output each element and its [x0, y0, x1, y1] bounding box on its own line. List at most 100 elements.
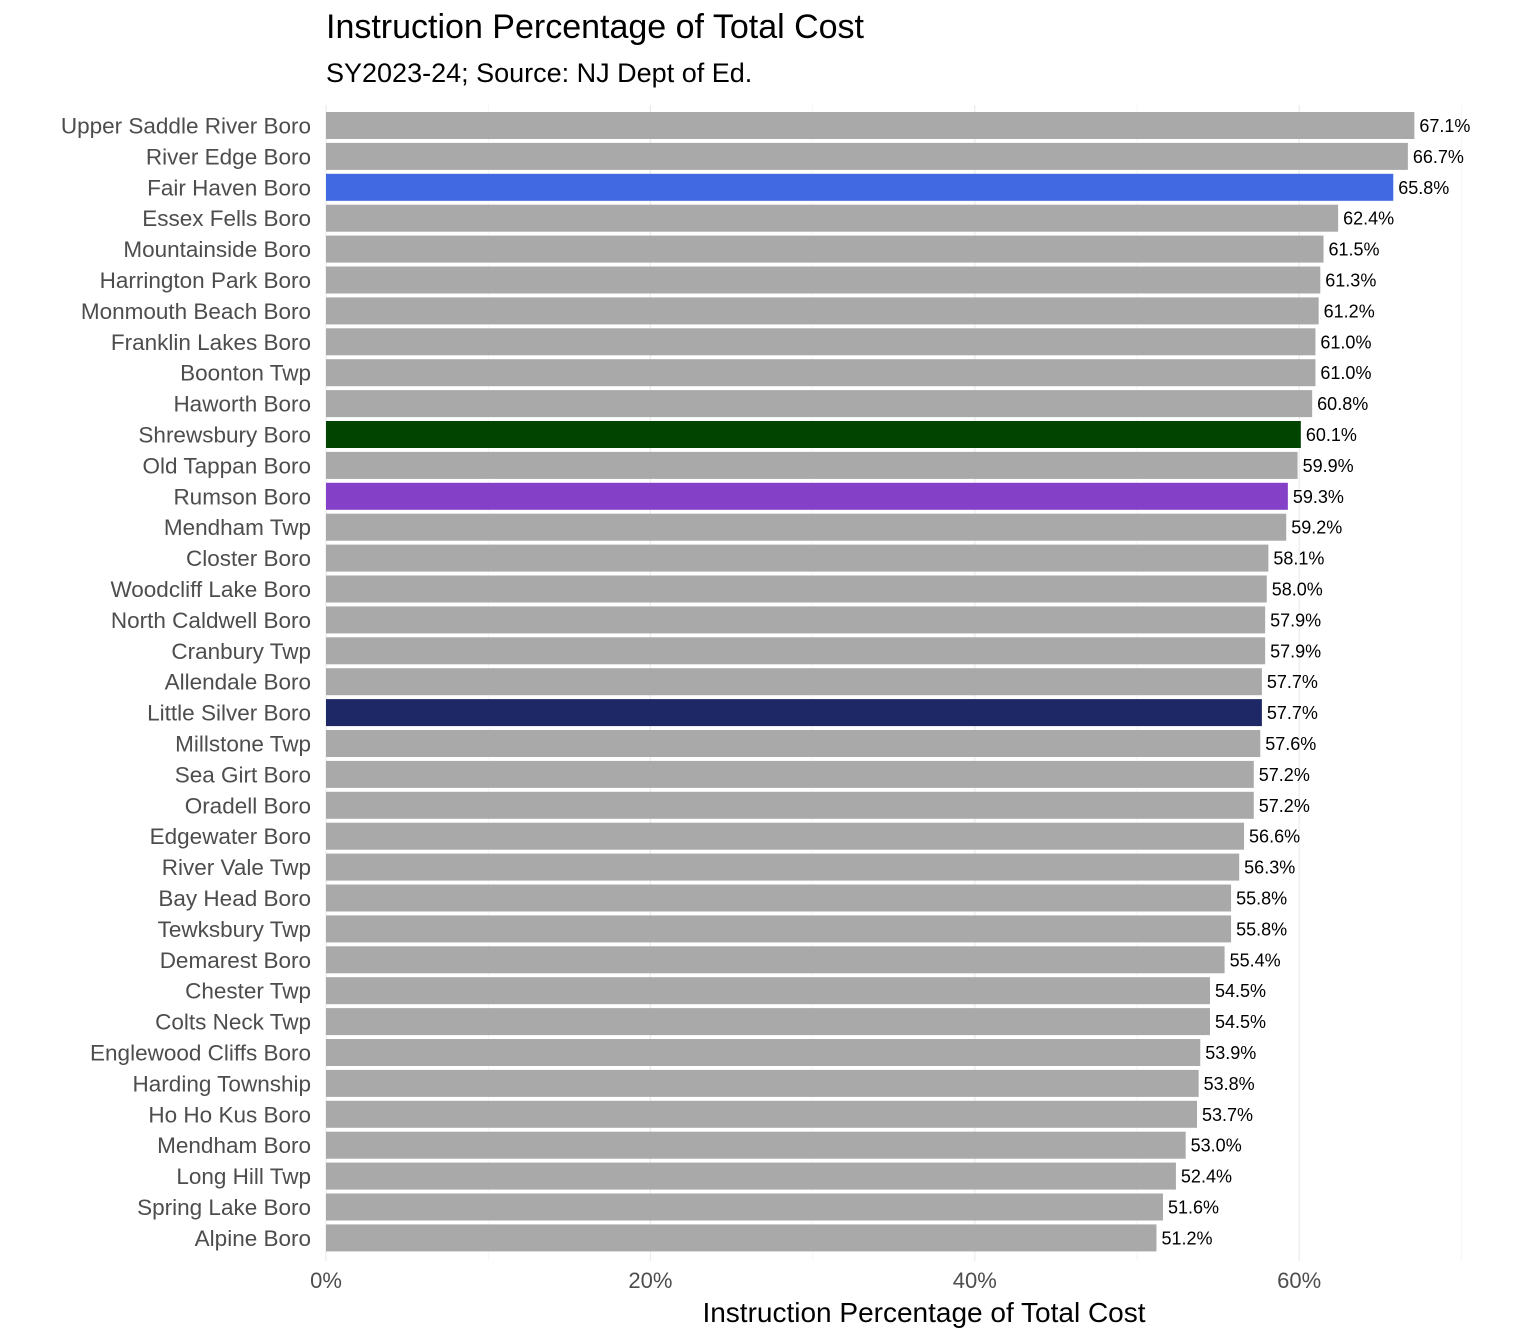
- category-label: River Edge Boro: [146, 144, 311, 169]
- bar: [326, 1039, 1201, 1066]
- category-label: Long Hill Twp: [176, 1164, 311, 1189]
- category-label: Harding Township: [133, 1071, 311, 1096]
- category-label: Sea Girt Boro: [175, 762, 311, 787]
- data-label: 54.5%: [1215, 1012, 1266, 1032]
- value-labels: 67.1% 66.7% 65.8%62.4% 61.5% 61.3% 61.2% 61.0%…: [1161, 116, 1470, 1248]
- category-label: Mendham Twp: [164, 515, 311, 540]
- bar: [326, 173, 1394, 201]
- data-label: 59.3%: [1293, 487, 1344, 507]
- category-labels: Upper Saddle River Boro River Edge Boro Fa…: [61, 114, 311, 1251]
- category-label: Oradell Boro: [185, 793, 311, 818]
- x-tick-label: 0%: [310, 1268, 342, 1293]
- category-label: Fair Haven Boro: [147, 175, 311, 200]
- data-label: 57.7%: [1267, 672, 1318, 692]
- data-label: 53.8%: [1204, 1074, 1255, 1094]
- bar: [326, 482, 1288, 510]
- category-label: Tewksbury Twp: [158, 917, 311, 942]
- category-label: Monmouth Beach Boro: [81, 299, 311, 324]
- bars: [326, 112, 1415, 1252]
- chart-title: Instruction Percentage of Total Cost: [326, 8, 865, 46]
- x-tick-label: 20%: [628, 1268, 672, 1293]
- data-label: 61.0%: [1320, 363, 1371, 383]
- bar: [326, 1193, 1163, 1221]
- data-label: 60.8%: [1317, 394, 1368, 414]
- category-label: Englewood Cliffs Boro: [90, 1041, 311, 1066]
- x-axis-ticks: 0% 20% 40% 60%: [310, 1268, 1321, 1293]
- data-label: 53.0%: [1191, 1136, 1242, 1156]
- category-label: Closter Boro: [186, 546, 311, 571]
- chart-subtitle: SY2023-24; Source: NJ Dept of Ed.: [326, 58, 753, 88]
- bar: [326, 575, 1267, 603]
- data-label: 53.9%: [1205, 1043, 1256, 1063]
- bar: [326, 328, 1316, 356]
- category-label: Chester Twp: [185, 979, 311, 1004]
- bar: [326, 297, 1319, 325]
- data-label: 54.5%: [1215, 981, 1266, 1001]
- category-label: Haworth Boro: [173, 392, 311, 417]
- category-label: Harrington Park Boro: [100, 268, 311, 293]
- bar: [326, 390, 1313, 418]
- bar: [326, 1224, 1157, 1252]
- category-label: Demarest Boro: [160, 948, 311, 973]
- data-label: 61.2%: [1324, 301, 1375, 321]
- category-label: Edgewater Boro: [150, 824, 311, 849]
- bar: [326, 1069, 1199, 1097]
- data-label: 57.2%: [1259, 796, 1310, 816]
- bar: [326, 451, 1298, 479]
- data-label: 57.6%: [1265, 734, 1316, 754]
- category-label: Upper Saddle River Boro: [61, 114, 311, 139]
- category-label: Mendham Boro: [157, 1133, 311, 1158]
- data-label: 67.1%: [1419, 116, 1470, 136]
- data-label: 61.5%: [1329, 240, 1380, 260]
- category-label: Essex Fells Boro: [142, 206, 311, 231]
- category-label: Millstone Twp: [175, 732, 311, 757]
- bar: [326, 544, 1269, 572]
- data-label: 65.8%: [1398, 178, 1449, 198]
- bar: [326, 884, 1232, 912]
- data-label: 61.3%: [1325, 271, 1376, 291]
- bar: [326, 421, 1301, 448]
- category-label: Mountainside Boro: [123, 237, 311, 262]
- bar: [326, 359, 1316, 387]
- category-label: Cranbury Twp: [171, 639, 311, 664]
- data-label: 62.4%: [1343, 209, 1394, 229]
- category-label: Bay Head Boro: [158, 886, 311, 911]
- category-label: Spring Lake Boro: [137, 1195, 311, 1220]
- bar: [326, 112, 1415, 139]
- bar: [326, 637, 1266, 665]
- bar: [326, 730, 1261, 757]
- data-label: 59.2%: [1291, 518, 1342, 538]
- category-label: Old Tappan Boro: [143, 453, 311, 478]
- category-label: Rumson Boro: [173, 484, 311, 509]
- data-label: 57.2%: [1259, 765, 1310, 785]
- category-label: Boonton Twp: [180, 361, 311, 386]
- x-axis-title: Instruction Percentage of Total Cost: [702, 1297, 1145, 1328]
- bar: [326, 946, 1225, 974]
- bar: [326, 266, 1321, 294]
- x-tick-label: 40%: [953, 1268, 997, 1293]
- data-label: 55.4%: [1230, 950, 1281, 970]
- category-label: Shrewsbury Boro: [138, 423, 311, 448]
- bar: [326, 1008, 1210, 1036]
- data-label: 56.6%: [1249, 827, 1300, 847]
- data-label: 58.1%: [1273, 549, 1324, 569]
- data-label: 58.0%: [1272, 580, 1323, 600]
- data-label: 51.6%: [1168, 1198, 1219, 1218]
- data-label: 51.2%: [1161, 1228, 1212, 1248]
- data-label: 53.7%: [1202, 1105, 1253, 1125]
- category-label: Colts Neck Twp: [155, 1010, 311, 1035]
- bar: [326, 235, 1324, 263]
- category-label: North Caldwell Boro: [111, 608, 311, 633]
- data-label: 61.0%: [1320, 332, 1371, 352]
- bar: [326, 513, 1287, 541]
- data-label: 55.8%: [1236, 889, 1287, 909]
- bar: [326, 204, 1339, 232]
- data-label: 56.3%: [1244, 858, 1295, 878]
- bar: [326, 1100, 1198, 1128]
- category-label: Ho Ho Kus Boro: [148, 1102, 311, 1127]
- data-label: 57.7%: [1267, 703, 1318, 723]
- bar: [326, 1162, 1176, 1190]
- bar: [326, 1131, 1186, 1159]
